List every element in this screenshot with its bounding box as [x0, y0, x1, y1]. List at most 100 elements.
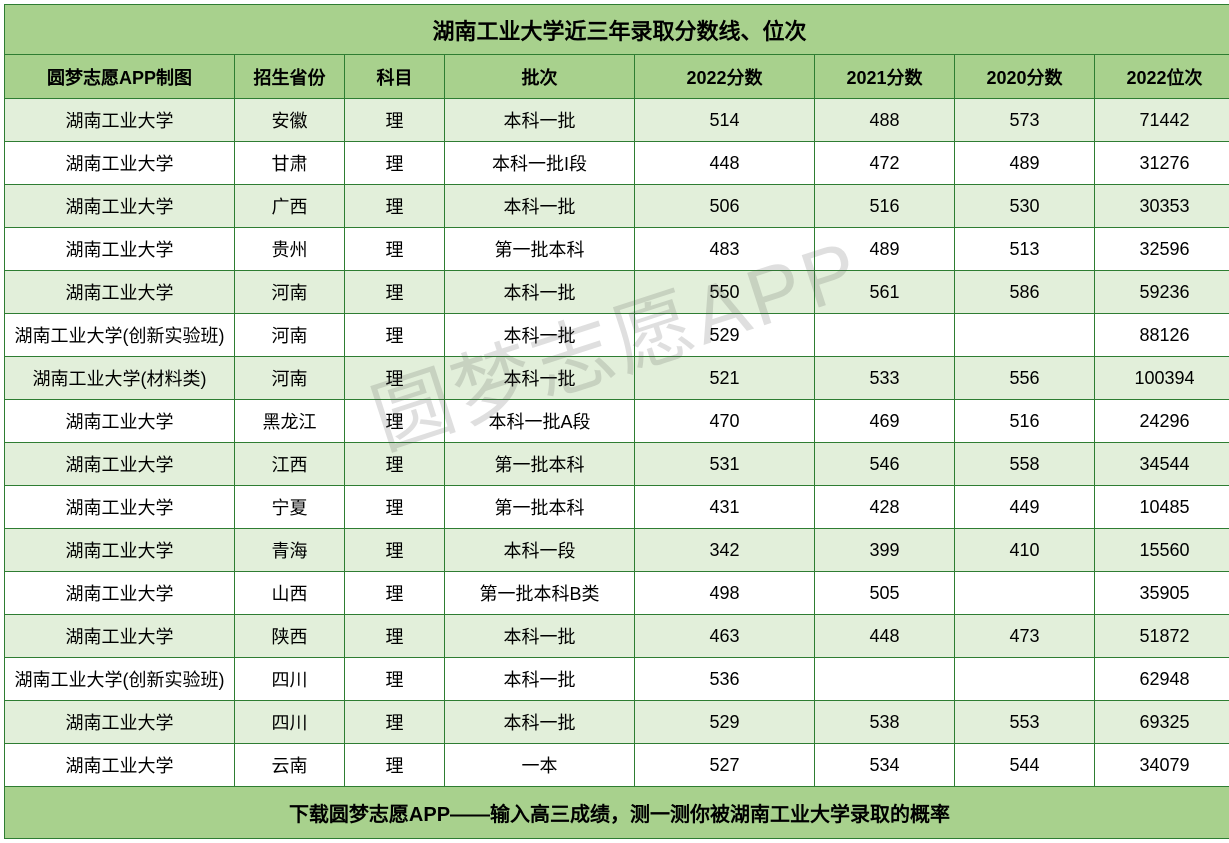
cell-subject: 理 — [345, 443, 445, 486]
cell-score2022: 342 — [635, 529, 815, 572]
cell-score2020: 586 — [955, 271, 1095, 314]
cell-batch: 本科一批 — [445, 357, 635, 400]
cell-batch: 本科一批 — [445, 314, 635, 357]
cell-rank2022: 30353 — [1095, 185, 1229, 228]
cell-province: 甘肃 — [235, 142, 345, 185]
cell-rank2022: 24296 — [1095, 400, 1229, 443]
cell-rank2022: 34079 — [1095, 744, 1229, 787]
cell-score2022: 514 — [635, 99, 815, 142]
cell-batch: 本科一批 — [445, 99, 635, 142]
cell-school: 湖南工业大学 — [5, 744, 235, 787]
cell-batch: 第一批本科B类 — [445, 572, 635, 615]
cell-score2022: 529 — [635, 314, 815, 357]
cell-rank2022: 59236 — [1095, 271, 1229, 314]
table-row: 湖南工业大学宁夏理第一批本科43142844910485 — [5, 486, 1229, 529]
cell-score2020: 410 — [955, 529, 1095, 572]
cell-province: 安徽 — [235, 99, 345, 142]
cell-subject: 理 — [345, 314, 445, 357]
cell-score2022: 531 — [635, 443, 815, 486]
cell-school: 湖南工业大学 — [5, 615, 235, 658]
cell-batch: 第一批本科 — [445, 443, 635, 486]
cell-subject: 理 — [345, 572, 445, 615]
table-footer-row: 下载圆梦志愿APP——输入高三成绩，测一测你被湖南工业大学录取的概率 — [5, 787, 1229, 839]
admission-score-table-container: 圆梦志愿APP 湖南工业大学近三年录取分数线、位次 圆梦志愿APP制图 招生省份… — [4, 4, 1225, 839]
cell-rank2022: 10485 — [1095, 486, 1229, 529]
cell-school: 湖南工业大学 — [5, 443, 235, 486]
cell-score2020 — [955, 658, 1095, 701]
table-row: 湖南工业大学黑龙江理本科一批A段47046951624296 — [5, 400, 1229, 443]
cell-score2022: 463 — [635, 615, 815, 658]
table-row: 湖南工业大学广西理本科一批50651653030353 — [5, 185, 1229, 228]
table-row: 湖南工业大学云南理一本52753454434079 — [5, 744, 1229, 787]
cell-province: 黑龙江 — [235, 400, 345, 443]
cell-province: 山西 — [235, 572, 345, 615]
table-row: 湖南工业大学(创新实验班)四川理本科一批53662948 — [5, 658, 1229, 701]
cell-score2021: 489 — [815, 228, 955, 271]
col-header-province: 招生省份 — [235, 55, 345, 99]
cell-batch: 一本 — [445, 744, 635, 787]
cell-province: 宁夏 — [235, 486, 345, 529]
table-title: 湖南工业大学近三年录取分数线、位次 — [5, 5, 1229, 55]
cell-score2022: 470 — [635, 400, 815, 443]
table-header-row: 圆梦志愿APP制图 招生省份 科目 批次 2022分数 2021分数 2020分… — [5, 55, 1229, 99]
cell-score2020: 573 — [955, 99, 1095, 142]
cell-school: 湖南工业大学 — [5, 486, 235, 529]
cell-rank2022: 62948 — [1095, 658, 1229, 701]
cell-score2020: 473 — [955, 615, 1095, 658]
table-row: 湖南工业大学四川理本科一批52953855369325 — [5, 701, 1229, 744]
cell-school: 湖南工业大学 — [5, 99, 235, 142]
cell-province: 青海 — [235, 529, 345, 572]
cell-rank2022: 88126 — [1095, 314, 1229, 357]
table-body: 湖南工业大学安徽理本科一批51448857371442湖南工业大学甘肃理本科一批… — [5, 99, 1229, 787]
cell-province: 陕西 — [235, 615, 345, 658]
cell-school: 湖南工业大学 — [5, 228, 235, 271]
table-row: 湖南工业大学山西理第一批本科B类49850535905 — [5, 572, 1229, 615]
cell-rank2022: 31276 — [1095, 142, 1229, 185]
cell-subject: 理 — [345, 529, 445, 572]
table-row: 湖南工业大学贵州理第一批本科48348951332596 — [5, 228, 1229, 271]
cell-batch: 本科一批A段 — [445, 400, 635, 443]
cell-score2020: 489 — [955, 142, 1095, 185]
cell-province: 云南 — [235, 744, 345, 787]
cell-subject: 理 — [345, 271, 445, 314]
cell-score2021: 469 — [815, 400, 955, 443]
cell-score2020: 449 — [955, 486, 1095, 529]
col-header-rank2022: 2022位次 — [1095, 55, 1229, 99]
table-row: 湖南工业大学江西理第一批本科53154655834544 — [5, 443, 1229, 486]
cell-school: 湖南工业大学 — [5, 185, 235, 228]
cell-subject: 理 — [345, 658, 445, 701]
cell-score2022: 521 — [635, 357, 815, 400]
cell-subject: 理 — [345, 185, 445, 228]
col-header-score2021: 2021分数 — [815, 55, 955, 99]
cell-batch: 本科一批 — [445, 658, 635, 701]
cell-school: 湖南工业大学(材料类) — [5, 357, 235, 400]
table-row: 湖南工业大学(材料类)河南理本科一批521533556100394 — [5, 357, 1229, 400]
cell-province: 河南 — [235, 271, 345, 314]
cell-score2021: 505 — [815, 572, 955, 615]
cell-school: 湖南工业大学 — [5, 529, 235, 572]
col-header-school: 圆梦志愿APP制图 — [5, 55, 235, 99]
cell-rank2022: 100394 — [1095, 357, 1229, 400]
table-title-row: 湖南工业大学近三年录取分数线、位次 — [5, 5, 1229, 55]
cell-score2022: 498 — [635, 572, 815, 615]
cell-score2020: 513 — [955, 228, 1095, 271]
cell-school: 湖南工业大学 — [5, 271, 235, 314]
col-header-score2022: 2022分数 — [635, 55, 815, 99]
cell-school: 湖南工业大学 — [5, 142, 235, 185]
cell-score2022: 536 — [635, 658, 815, 701]
cell-province: 四川 — [235, 701, 345, 744]
cell-score2021: 561 — [815, 271, 955, 314]
cell-batch: 本科一批 — [445, 615, 635, 658]
cell-score2020: 544 — [955, 744, 1095, 787]
col-header-batch: 批次 — [445, 55, 635, 99]
cell-score2020: 553 — [955, 701, 1095, 744]
cell-score2021: 534 — [815, 744, 955, 787]
cell-school: 湖南工业大学 — [5, 572, 235, 615]
cell-score2022: 483 — [635, 228, 815, 271]
table-row: 湖南工业大学(创新实验班)河南理本科一批52988126 — [5, 314, 1229, 357]
cell-batch: 第一批本科 — [445, 486, 635, 529]
cell-subject: 理 — [345, 400, 445, 443]
cell-score2020 — [955, 572, 1095, 615]
cell-score2021: 546 — [815, 443, 955, 486]
cell-score2021: 399 — [815, 529, 955, 572]
